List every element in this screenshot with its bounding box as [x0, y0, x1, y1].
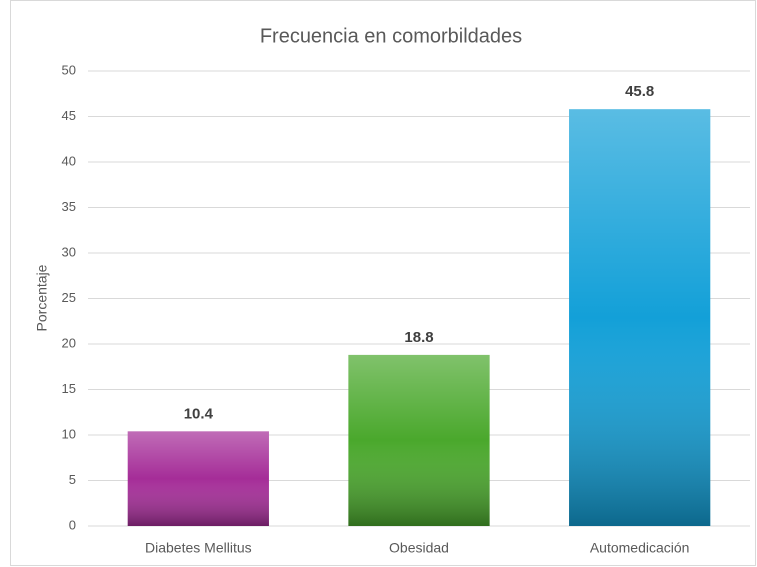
y-tick-label: 45	[62, 108, 76, 123]
bar-shade	[127, 431, 269, 526]
y-tick-label: 0	[69, 517, 76, 532]
data-label: 18.8	[404, 329, 433, 346]
bar-shade	[569, 109, 711, 526]
y-tick-label: 35	[62, 199, 76, 214]
y-tick-label: 50	[62, 62, 76, 77]
bar-shade	[348, 354, 490, 526]
y-tick-label: 40	[62, 153, 76, 168]
y-axis-label: Porcentaje	[34, 264, 50, 331]
y-tick-label: 25	[62, 290, 76, 305]
data-label: 45.8	[625, 83, 654, 100]
y-tick-label: 30	[62, 244, 76, 259]
y-tick-label: 20	[62, 335, 76, 350]
x-tick-label: Diabetes Mellitus	[145, 540, 252, 556]
y-tick-label: 10	[62, 426, 76, 441]
data-label: 10.4	[184, 405, 214, 422]
y-tick-label: 5	[69, 472, 76, 487]
x-tick-label: Obesidad	[389, 540, 449, 556]
chart-title: Frecuencia en comorbildades	[260, 25, 522, 47]
x-tick-label: Automedicación	[590, 540, 690, 556]
y-tick-label: 15	[62, 381, 76, 396]
